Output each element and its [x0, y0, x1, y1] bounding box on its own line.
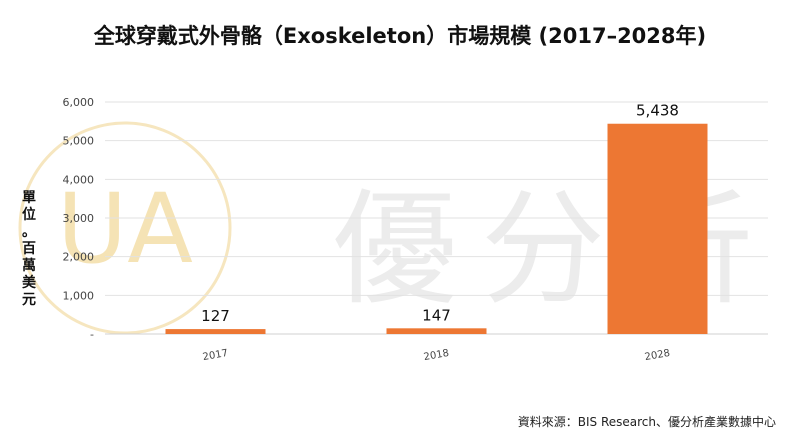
bar-2028	[607, 123, 708, 334]
y-tick-label: 3,000	[63, 212, 95, 225]
data-label-2028: 5,438	[636, 102, 679, 120]
watermark-logo-text: UA	[57, 173, 193, 285]
watermark-text: 優分析	[333, 178, 777, 322]
data-labels: 127 147 5,438	[201, 102, 679, 325]
y-tick-label: 6,000	[63, 96, 95, 109]
y-tick-label: 5,000	[63, 135, 95, 148]
x-tick-label-2028: 2028	[644, 348, 671, 363]
y-tick-label: -	[90, 328, 94, 341]
chart-title: 全球穿戴式外骨骼（Exoskeleton）市場規模 (2017–2028年)	[93, 24, 707, 48]
bar-2017	[165, 329, 266, 334]
y-axis-ticks: - 1,000 2,000 3,000 4,000 5,000 6,000	[63, 96, 95, 341]
y-tick-label: 1,000	[63, 289, 95, 302]
source-note: 資料來源：BIS Research、優分析產業數據中心	[517, 415, 776, 429]
y-tick-label: 2,000	[63, 251, 95, 264]
y-axis-label: 單位。百萬美元	[22, 190, 36, 308]
bar-2018	[386, 328, 487, 334]
watermark-logo: UA	[18, 121, 232, 335]
x-axis-ticks: 2017 2018 2028	[202, 348, 671, 363]
x-tick-label-2017: 2017	[202, 348, 229, 363]
data-label-2018: 147	[422, 306, 451, 324]
bars	[165, 123, 708, 334]
data-label-2017: 127	[201, 307, 230, 325]
x-tick-label-2018: 2018	[423, 348, 450, 363]
y-tick-label: 4,000	[63, 173, 95, 186]
